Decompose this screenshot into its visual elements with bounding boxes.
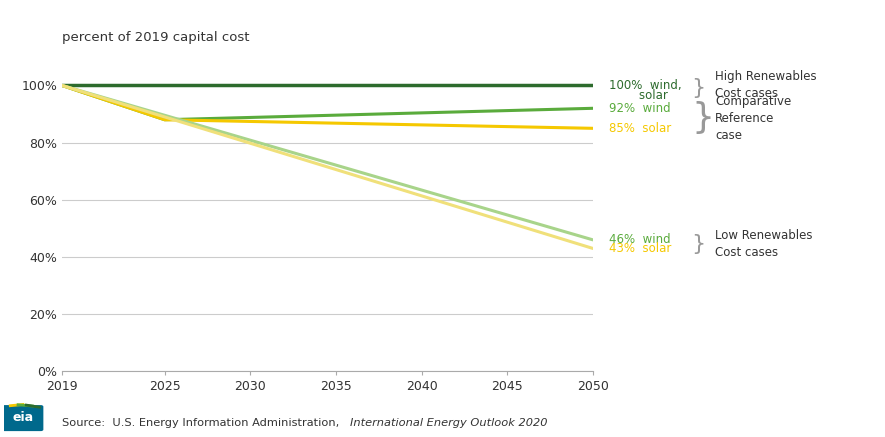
Text: }: } — [691, 101, 714, 135]
Text: Source:  U.S. Energy Information Administration,: Source: U.S. Energy Information Administ… — [62, 418, 342, 428]
Text: percent of 2019 capital cost: percent of 2019 capital cost — [62, 31, 250, 44]
FancyBboxPatch shape — [2, 405, 43, 431]
Text: 92%  wind: 92% wind — [609, 102, 671, 115]
Text: 43%  solar: 43% solar — [609, 242, 671, 255]
Text: solar: solar — [609, 89, 668, 102]
Text: }: } — [691, 78, 705, 98]
Text: 85%  solar: 85% solar — [609, 122, 671, 135]
Text: 100%  wind,: 100% wind, — [609, 79, 681, 92]
Text: eia: eia — [12, 412, 34, 424]
Text: International Energy Outlook 2020: International Energy Outlook 2020 — [350, 418, 547, 428]
Text: 46%  wind: 46% wind — [609, 233, 671, 246]
Text: Comparative
Reference
case: Comparative Reference case — [715, 95, 791, 142]
Text: High Renewables
Cost cases: High Renewables Cost cases — [715, 70, 817, 101]
Text: }: } — [691, 234, 705, 254]
Text: Low Renewables
Cost cases: Low Renewables Cost cases — [715, 229, 812, 259]
